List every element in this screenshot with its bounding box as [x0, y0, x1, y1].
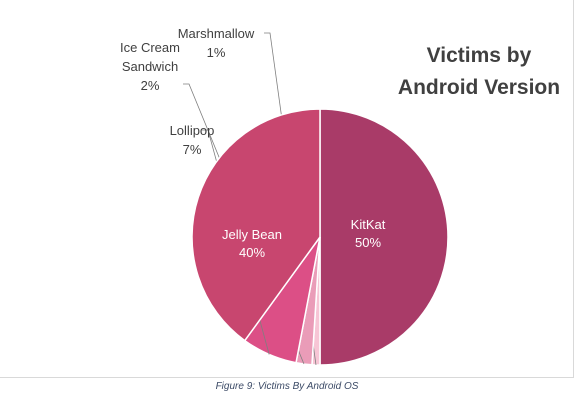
slice-value-marshmallow: 1%: [207, 45, 226, 60]
slice-label-jelly-bean: Jelly Bean: [222, 227, 282, 242]
slice-label-marshmallow: Marshmallow: [178, 26, 255, 41]
slice-value-kitkat: 50%: [355, 235, 381, 250]
slice-value-ice-cream-sandwich: 2%: [141, 78, 160, 93]
pie-chart: KitKat 50% Marshmallow 1% Ice Cream Sandwich 2…: [120, 26, 449, 366]
pie-slice-jelly-bean: [191, 108, 321, 342]
slice-value-jelly-bean: 40%: [239, 245, 265, 260]
figure-caption: Figure 9: Victims By Android OS: [215, 381, 359, 392]
chart-title-line-2: Android Version: [397, 76, 561, 99]
slice-value-lollipop: 7%: [183, 142, 202, 157]
slice-label-ice-cream-sandwich-line-1: Ice Cream: [120, 40, 180, 55]
slice-label-kitkat: KitKat: [351, 217, 386, 232]
chart-panel: Victims by Android Version KitKat 50% Mars…: [0, 0, 574, 378]
pie-slice-kitkat: [319, 108, 449, 366]
slice-label-ice-cream-sandwich-line-2: Sandwich: [122, 59, 178, 74]
slice-label-lollipop: Lollipop: [170, 123, 215, 138]
chart-title-line-1: Victims by: [426, 44, 532, 67]
